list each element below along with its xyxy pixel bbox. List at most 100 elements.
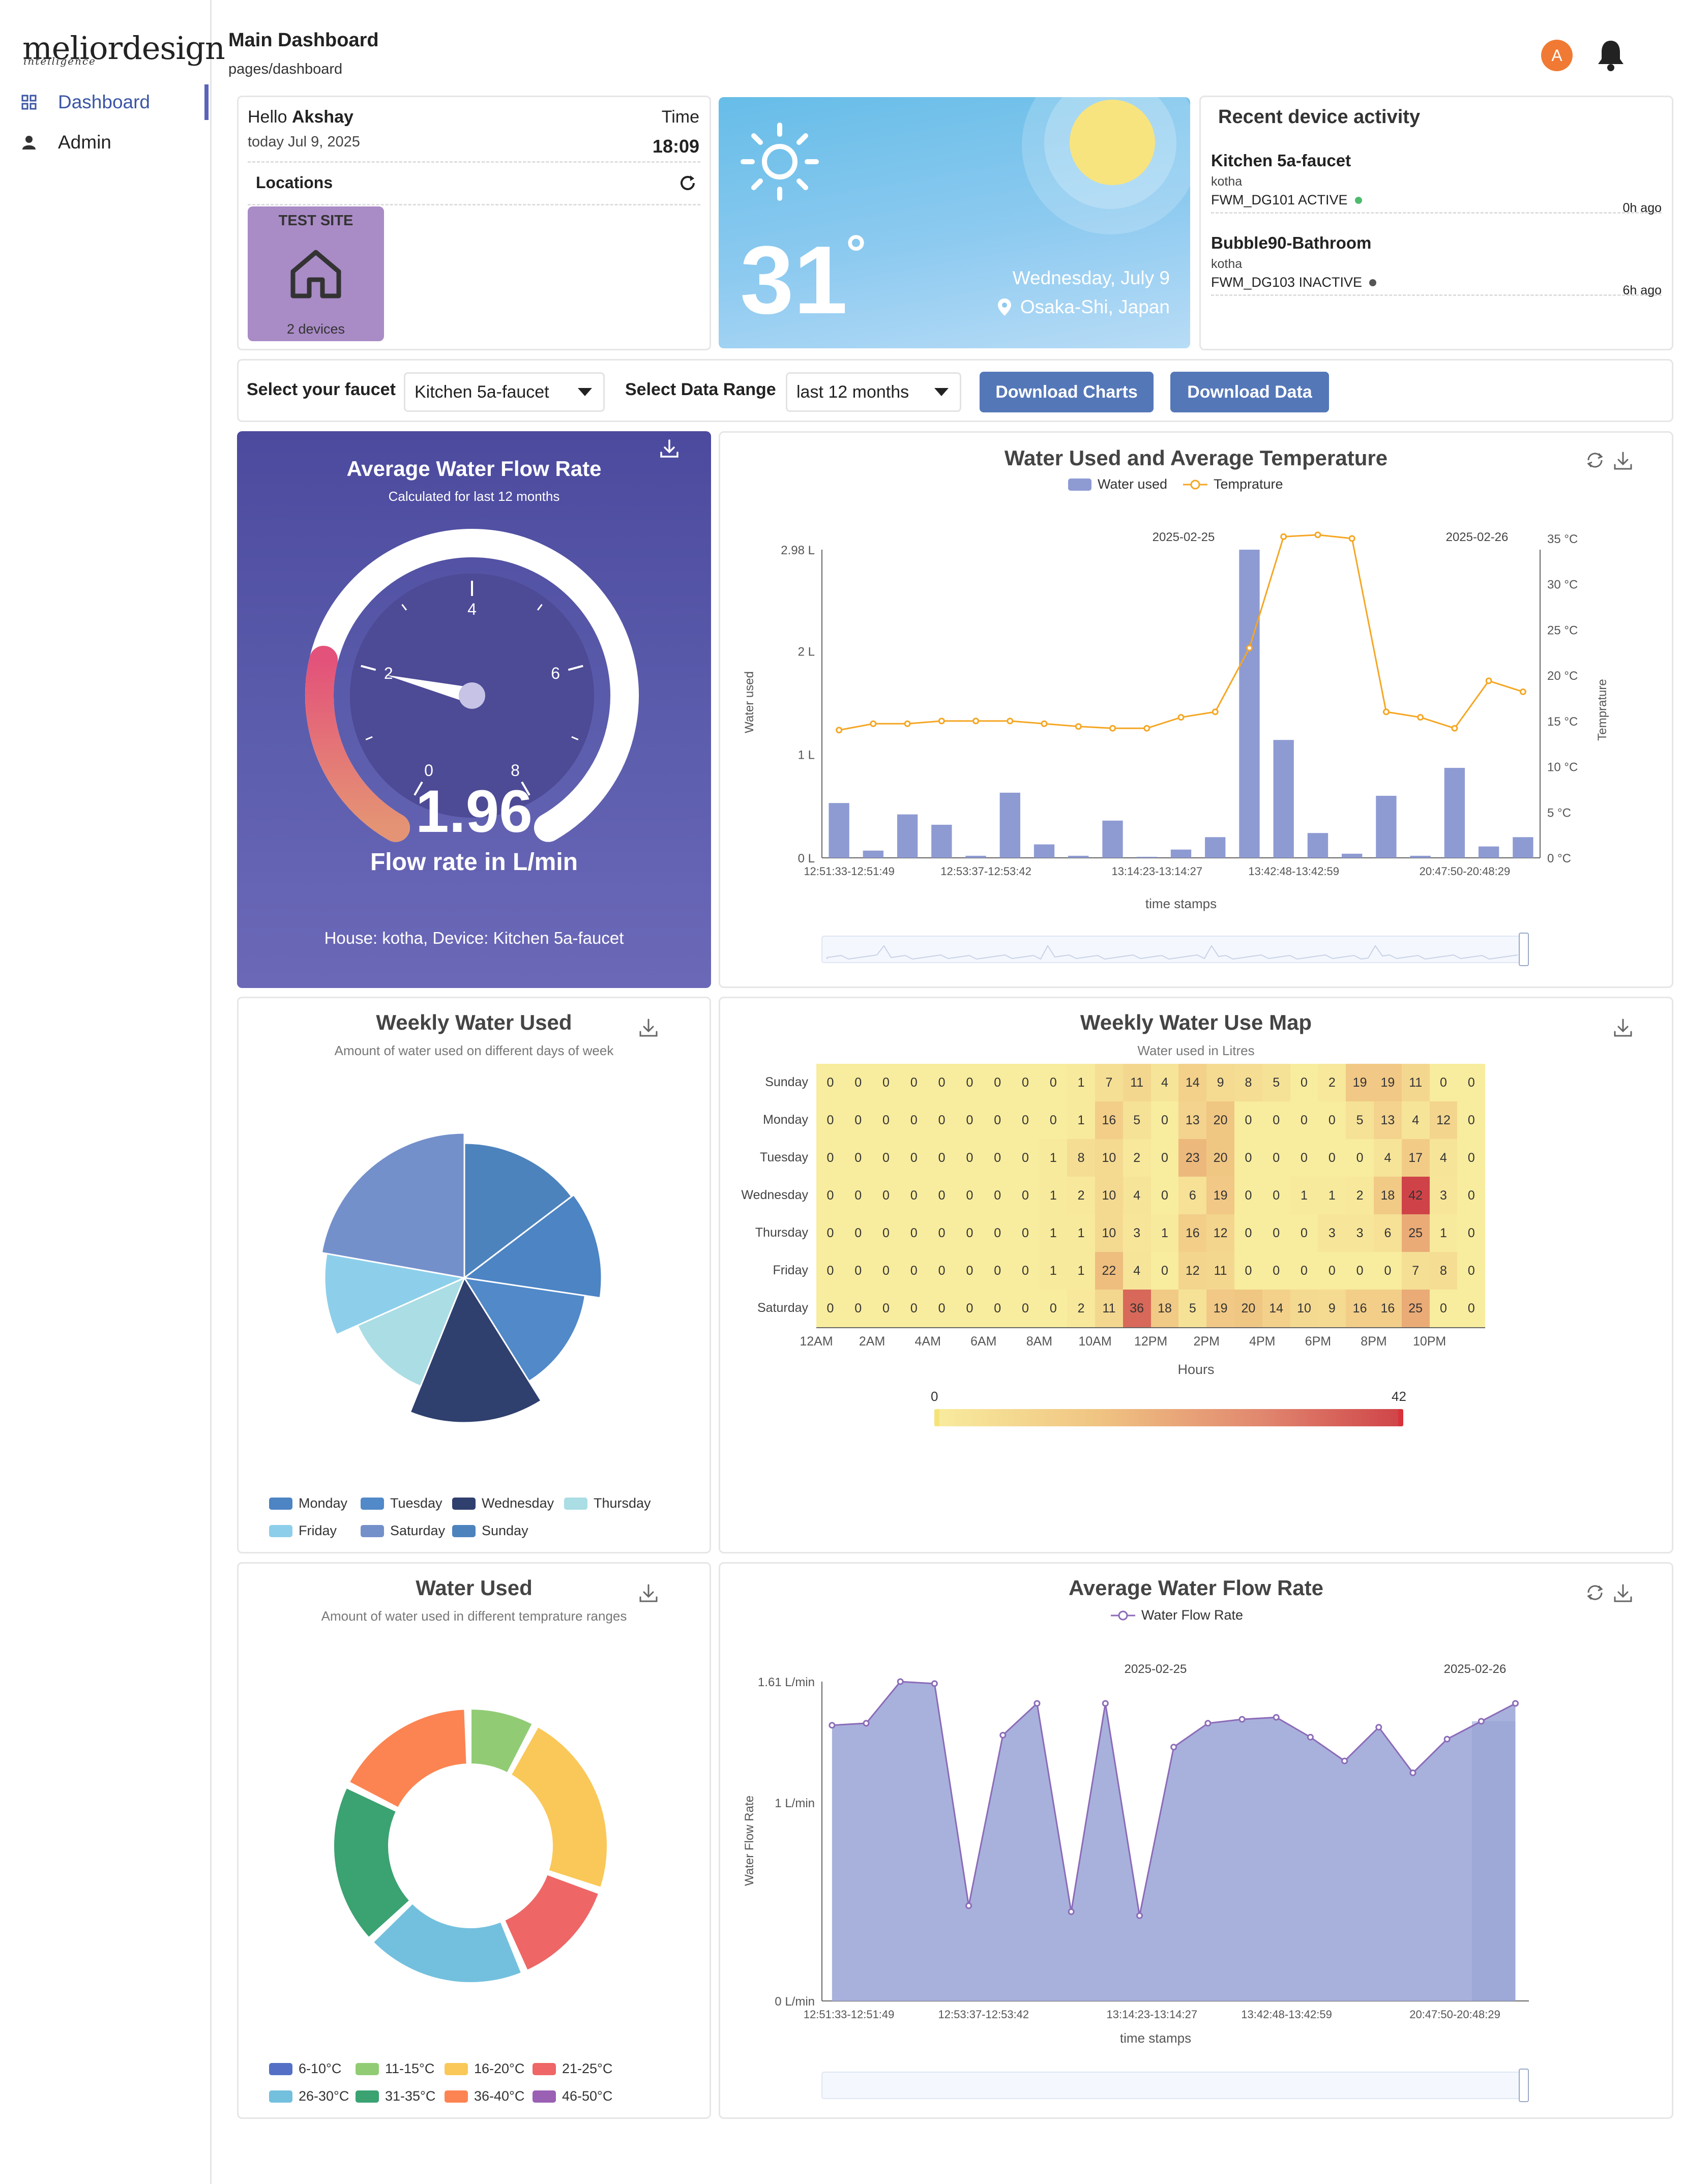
site-card-test-site[interactable]: TEST SITE 2 devices [248, 206, 384, 341]
heatmap-cell[interactable]: 0 [1011, 1214, 1040, 1252]
heatmap-cell[interactable]: 20 [1206, 1101, 1234, 1139]
heatmap-cell[interactable]: 0 [983, 1252, 1012, 1290]
heatmap-cell[interactable]: 0 [983, 1290, 1012, 1327]
heatmap-cell[interactable]: 7 [1401, 1252, 1430, 1290]
activity-item[interactable]: Bubble90-Bathroom kotha FWM_DG103 INACTI… [1211, 233, 1662, 297]
heatmap-cell[interactable]: 0 [956, 1290, 984, 1327]
heatmap-cell[interactable]: 13 [1374, 1101, 1402, 1139]
heatmap-cell[interactable]: 0 [900, 1101, 928, 1139]
refresh-icon[interactable] [678, 173, 697, 195]
heatmap-cell[interactable]: 0 [900, 1252, 928, 1290]
heatmap-cell[interactable]: 16 [1346, 1290, 1374, 1327]
heatmap-cell[interactable]: 5 [1346, 1101, 1374, 1139]
heatmap-cell[interactable]: 0 [872, 1252, 900, 1290]
heatmap-cell[interactable]: 1 [1039, 1177, 1068, 1214]
heatmap-cell[interactable]: 1 [1150, 1214, 1179, 1252]
heatmap-cell[interactable]: 18 [1150, 1290, 1179, 1327]
heatmap-cell[interactable]: 25 [1401, 1290, 1430, 1327]
heatmap-cell[interactable]: 17 [1401, 1139, 1430, 1177]
heatmap-cell[interactable]: 4 [1123, 1177, 1151, 1214]
heatmap-cell[interactable]: 0 [1429, 1064, 1458, 1101]
heatmap-cell[interactable]: 0 [1290, 1139, 1318, 1177]
heatmap-cell[interactable]: 16 [1178, 1214, 1207, 1252]
download-icon[interactable] [637, 1016, 660, 1041]
heatmap-cell[interactable]: 0 [983, 1139, 1012, 1177]
heatmap-scale-bar[interactable] [934, 1409, 1402, 1426]
heatmap-cell[interactable]: 2 [1318, 1064, 1346, 1101]
heatmap-cell[interactable]: 4 [1123, 1252, 1151, 1290]
heatmap-cell[interactable]: 9 [1206, 1064, 1234, 1101]
heatmap-cell[interactable]: 0 [900, 1139, 928, 1177]
heatmap-cell[interactable]: 0 [928, 1064, 956, 1101]
heatmap-cell[interactable]: 0 [844, 1177, 872, 1214]
heatmap-cell[interactable]: 0 [844, 1139, 872, 1177]
heatmap-cell[interactable]: 0 [1346, 1139, 1374, 1177]
heatmap-cell[interactable]: 0 [983, 1101, 1012, 1139]
heatmap-cell[interactable]: 6 [1374, 1214, 1402, 1252]
heatmap-cell[interactable]: 0 [1457, 1177, 1486, 1214]
heatmap-cell[interactable]: 10 [1095, 1214, 1123, 1252]
heatmap-cell[interactable]: 19 [1374, 1064, 1402, 1101]
heatmap-cell[interactable]: 3 [1123, 1214, 1151, 1252]
heatmap-cell[interactable]: 0 [872, 1214, 900, 1252]
legend-sunday[interactable]: Sunday [452, 1523, 528, 1539]
heatmap-cell[interactable]: 4 [1150, 1064, 1179, 1101]
heatmap-cell[interactable]: 0 [928, 1139, 956, 1177]
heatmap-cell[interactable]: 0 [1457, 1290, 1486, 1327]
download-data-button[interactable]: Download Data [1170, 372, 1329, 412]
heatmap-cell[interactable]: 0 [956, 1252, 984, 1290]
heatmap-cell[interactable]: 0 [983, 1177, 1012, 1214]
heatmap-cell[interactable]: 1 [1039, 1139, 1068, 1177]
legend-saturday[interactable]: Saturday [361, 1523, 445, 1539]
heatmap-cell[interactable]: 19 [1206, 1290, 1234, 1327]
heatmap-cell[interactable]: 1 [1067, 1214, 1095, 1252]
heatmap-cell[interactable]: 2 [1346, 1177, 1374, 1214]
heatmap-cell[interactable]: 0 [1318, 1101, 1346, 1139]
heatmap-cell[interactable]: 16 [1095, 1101, 1123, 1139]
heatmap-cell[interactable]: 0 [1457, 1214, 1486, 1252]
heatmap-cell[interactable]: 10 [1095, 1177, 1123, 1214]
heatmap-cell[interactable]: 16 [1374, 1290, 1402, 1327]
heatmap-cell[interactable]: 2 [1123, 1139, 1151, 1177]
heatmap-cell[interactable]: 19 [1206, 1177, 1234, 1214]
heatmap-cell[interactable]: 0 [956, 1064, 984, 1101]
heatmap-cell[interactable]: 0 [1011, 1252, 1040, 1290]
heatmap-cell[interactable]: 0 [1011, 1101, 1040, 1139]
heatmap-cell[interactable]: 5 [1123, 1101, 1151, 1139]
heatmap-cell[interactable]: 12 [1429, 1101, 1458, 1139]
activity-item[interactable]: Kitchen 5a-faucet kotha FWM_DG101 ACTIVE… [1211, 151, 1662, 215]
heatmap-cell[interactable]: 0 [956, 1101, 984, 1139]
heatmap-cell[interactable]: 0 [1457, 1139, 1486, 1177]
heatmap-cell[interactable]: 0 [1150, 1252, 1179, 1290]
download-icon[interactable] [1612, 450, 1634, 474]
legend-temperature[interactable]: Temprature [1183, 476, 1283, 492]
heatmap-cell[interactable]: 8 [1234, 1064, 1262, 1101]
heatmap-cell[interactable]: 0 [844, 1101, 872, 1139]
heatmap-cell[interactable]: 23 [1178, 1139, 1207, 1177]
heatmap-cell[interactable]: 0 [1318, 1252, 1346, 1290]
legend-item[interactable]: 46-50°C [533, 2088, 612, 2104]
heatmap-cell[interactable]: 25 [1401, 1214, 1430, 1252]
heatmap-cell[interactable]: 12 [1206, 1214, 1234, 1252]
heatmap-cell[interactable]: 3 [1318, 1214, 1346, 1252]
heatmap-cell[interactable]: 0 [844, 1214, 872, 1252]
faucet-select[interactable]: Kitchen 5a-faucet [404, 372, 605, 412]
heatmap-cell[interactable]: 0 [900, 1064, 928, 1101]
heatmap-cell[interactable]: 19 [1346, 1064, 1374, 1101]
heatmap-cell[interactable]: 0 [928, 1252, 956, 1290]
heatmap-cell[interactable]: 4 [1374, 1139, 1402, 1177]
heatmap-cell[interactable]: 14 [1262, 1290, 1290, 1327]
legend-tuesday[interactable]: Tuesday [361, 1495, 442, 1511]
heatmap-cell[interactable]: 0 [1457, 1252, 1486, 1290]
heatmap-cell[interactable]: 0 [1429, 1290, 1458, 1327]
heatmap-cell[interactable]: 0 [1290, 1214, 1318, 1252]
heatmap-cell[interactable]: 11 [1206, 1252, 1234, 1290]
heatmap-cell[interactable]: 1 [1429, 1214, 1458, 1252]
heatmap-cell[interactable]: 8 [1429, 1252, 1458, 1290]
heatmap-cell[interactable]: 3 [1346, 1214, 1374, 1252]
download-icon[interactable] [637, 1582, 660, 1607]
heatmap-cell[interactable]: 0 [956, 1214, 984, 1252]
heatmap-cell[interactable]: 6 [1178, 1177, 1207, 1214]
heatmap-cell[interactable]: 20 [1206, 1139, 1234, 1177]
heatmap-cell[interactable]: 0 [872, 1101, 900, 1139]
